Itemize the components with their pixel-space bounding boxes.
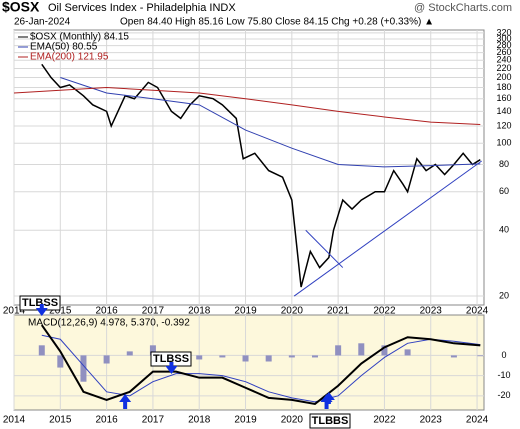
y-tick-label: 280 [496, 40, 511, 50]
histogram-bar [242, 355, 249, 362]
annotation-arrow [35, 304, 48, 316]
x-tick-label: 2019 [234, 415, 257, 426]
x-tick-label: 2018 [188, 415, 211, 426]
legend-label: EMA(50) 80.55 [30, 42, 98, 53]
y-tick-label: 320 [496, 27, 511, 37]
macd-line [40, 324, 481, 405]
x-tick-label: 2022 [373, 306, 396, 317]
legend-label: $OSX (Monthly) 84.15 [30, 32, 129, 43]
x-tick-label: 2024 [466, 415, 489, 426]
x-tick-label: 2019 [234, 306, 257, 317]
histogram-bar [288, 355, 295, 358]
source: @ StockCharts.com [414, 2, 512, 14]
y-tick-label: -10 [497, 370, 510, 380]
histogram-bar [335, 345, 342, 356]
trendline [293, 160, 482, 297]
x-tick-label: 2017 [142, 415, 165, 426]
price-panel [13, 29, 485, 306]
x-tick-label: 2016 [95, 415, 118, 426]
signal-annotation: TLBBS [309, 392, 351, 429]
histogram-bar [381, 345, 388, 356]
y-tick-label: 220 [496, 63, 511, 73]
y-tick-label: -20 [497, 390, 510, 400]
x-tick-label: 2016 [95, 306, 118, 317]
histogram-bar [38, 345, 45, 356]
x-tick-label: 2020 [281, 415, 304, 426]
x-tick-label: 2024 [466, 306, 489, 317]
ema-line [60, 77, 481, 168]
histogram-bar [196, 355, 203, 360]
x-tick-label: 2014 [3, 415, 26, 426]
histogram-bar [404, 349, 411, 356]
annotation-arrow [165, 362, 178, 374]
x-tick-label: 2018 [188, 306, 211, 317]
y-tick-label: 180 [496, 82, 511, 92]
x-tick-label: 2023 [420, 306, 443, 317]
histogram-bar [103, 355, 110, 364]
y-tick-label: 120 [496, 120, 511, 130]
y-tick-label: 300 [496, 33, 511, 43]
index-name: Oil Services Index - Philadelphia INDX [48, 2, 236, 14]
y-tick-label: 200 [496, 72, 511, 82]
histogram-bar [311, 355, 318, 358]
histogram-bar [265, 355, 272, 362]
y-tick-label: 0 [501, 350, 506, 360]
y-tick-label: 20 [499, 290, 509, 300]
x-tick-label: 2022 [373, 415, 396, 426]
histogram-bar [80, 355, 87, 382]
ema-line [13, 87, 481, 125]
signal-line [41, 334, 481, 403]
date: 26-Jan-2024 [14, 17, 71, 28]
price-line [41, 63, 481, 288]
histogram-bar [57, 355, 64, 368]
legend-label: EMA(200) 121.95 [30, 52, 109, 63]
x-tick-label: 2015 [49, 415, 72, 426]
x-tick-label: 2015 [49, 306, 72, 317]
trendline [305, 229, 344, 268]
signal-annotation: TLBSS [150, 351, 192, 374]
y-tick-label: 240 [496, 55, 511, 65]
buy-arrow [320, 394, 333, 409]
annotation-label: TLBBS [312, 415, 349, 427]
histogram-bar [126, 351, 133, 356]
symbol: $OSX [2, 0, 40, 15]
y-tick-label: 60 [499, 186, 509, 196]
signal-annotation: TLBSS [19, 295, 61, 316]
y-tick-label: 100 [496, 138, 511, 148]
x-tick-label: 2021 [327, 306, 350, 317]
histogram-bar [450, 355, 457, 358]
annotation-box [309, 413, 351, 429]
histogram-bar [149, 345, 156, 356]
annotation-label: TLBSS [22, 297, 58, 309]
y-tick-label: 40 [499, 225, 509, 235]
histogram-bar [219, 355, 226, 358]
buy-arrow [119, 394, 132, 409]
x-tick-label: 2014 [3, 306, 26, 317]
macd-legend: MACD(12,26,9) 4.978, 5.370, -0.392 [28, 318, 190, 329]
x-tick-label: 2020 [281, 306, 304, 317]
x-tick-label: 2017 [142, 306, 165, 317]
annotation-label: TLBSS [153, 353, 189, 365]
y-tick-label: 160 [496, 93, 511, 103]
y-tick-label: 80 [499, 159, 509, 169]
y-tick-label: 140 [496, 106, 511, 116]
quote: Open 84.40 High 85.16 Low 75.80 Close 84… [120, 17, 434, 28]
x-tick-label: 2023 [420, 415, 443, 426]
histogram-bar [477, 355, 484, 357]
histogram-bar [358, 343, 365, 356]
y-tick-label: 260 [496, 47, 511, 57]
